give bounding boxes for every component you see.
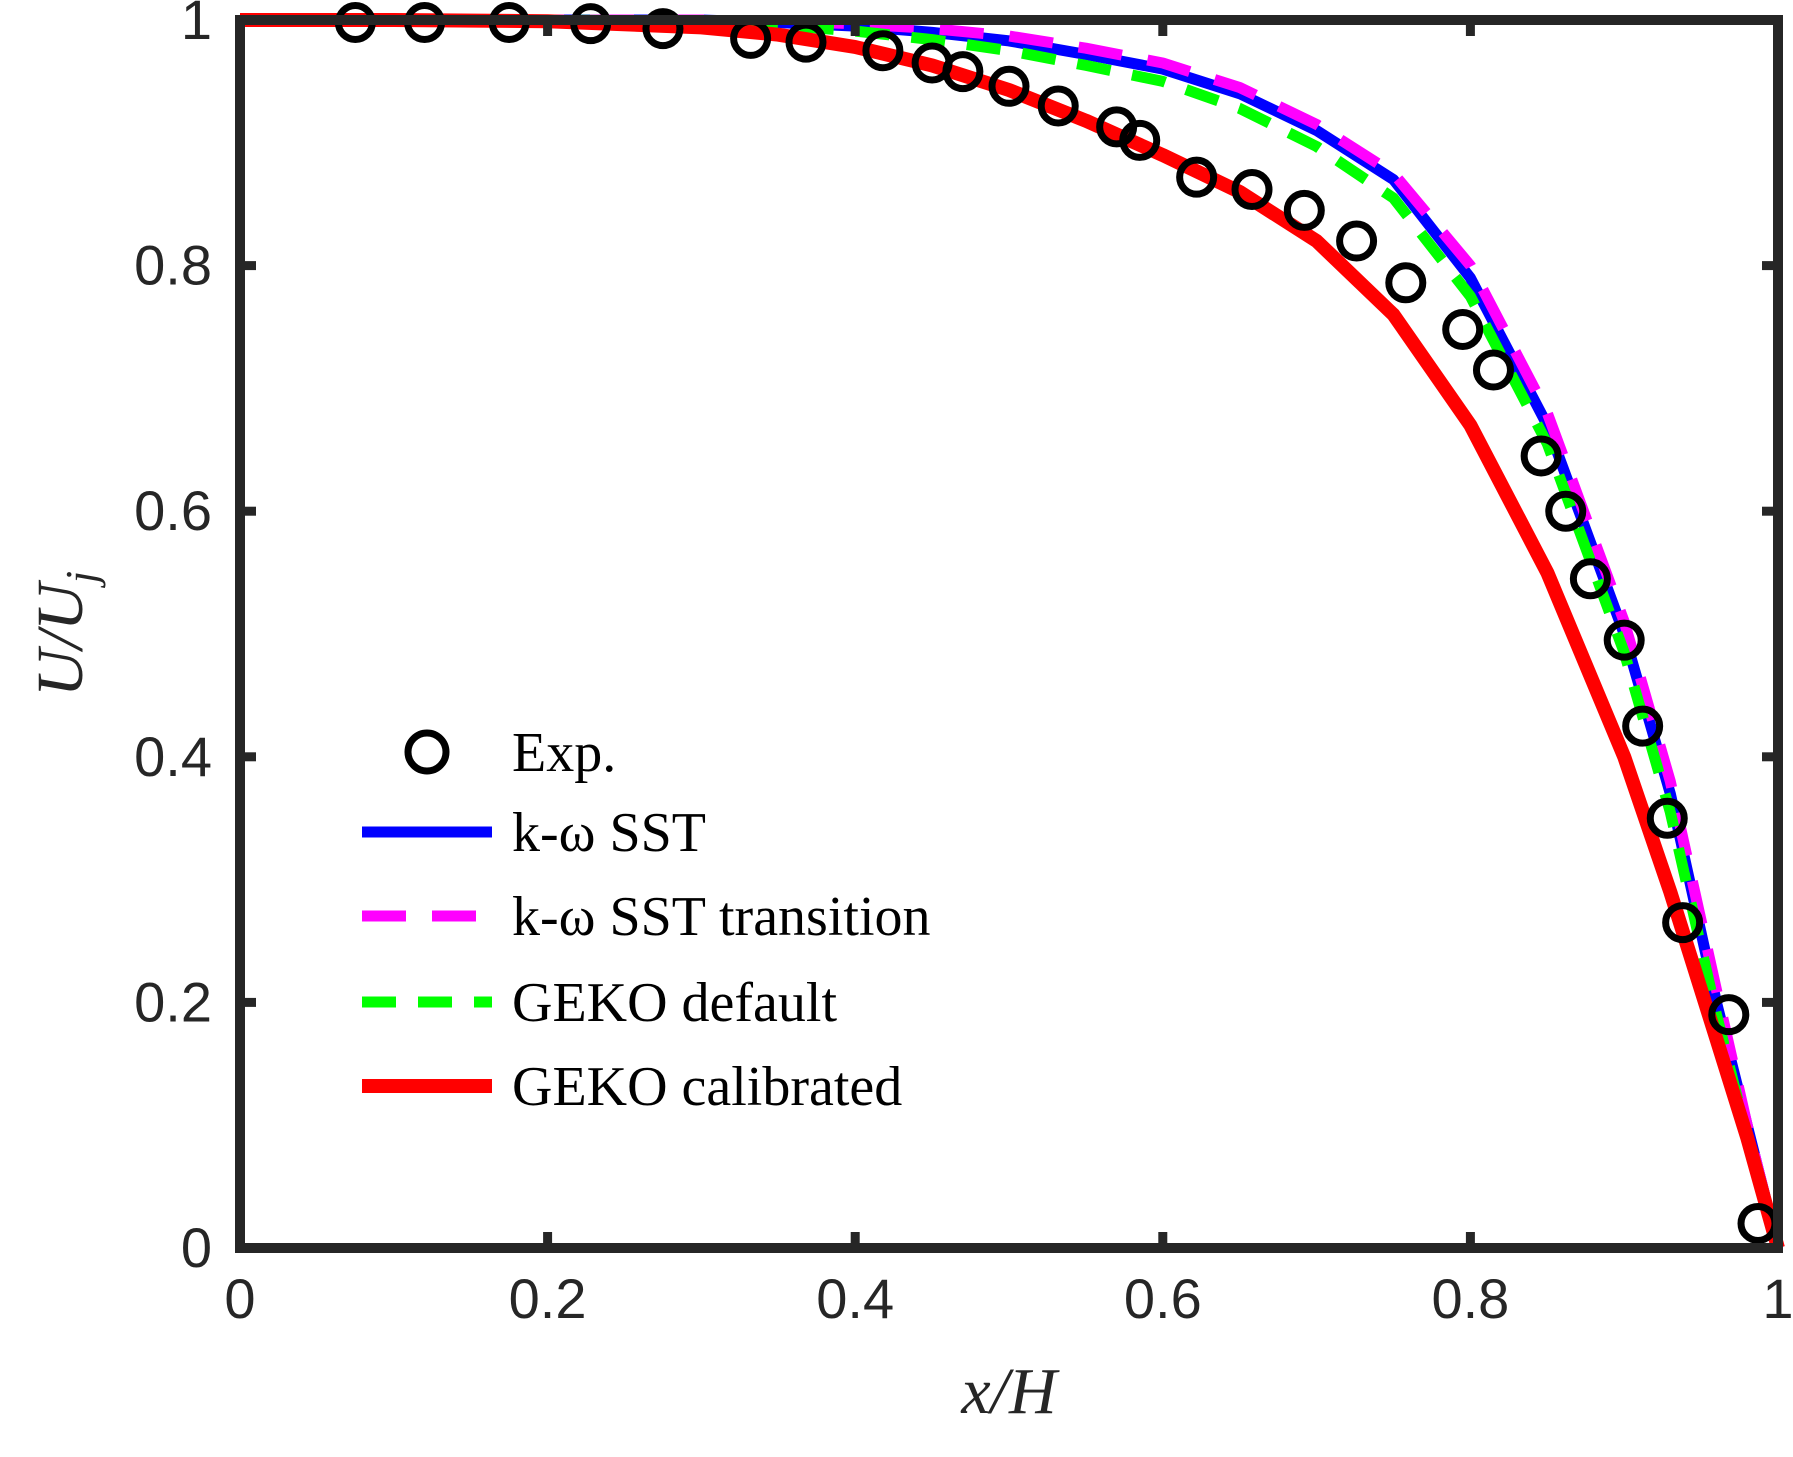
series-path-2 — [240, 14, 1784, 1250]
series-path-4 — [240, 13, 1785, 1250]
legend-swatch-0 — [404, 729, 450, 775]
data-point-9 — [942, 51, 984, 93]
x-tick-label-0: 0 — [224, 1267, 255, 1330]
axes-frame — [235, 15, 1783, 1253]
data-point-28 — [1708, 994, 1750, 1036]
y-tick-label-5: 1 — [181, 0, 212, 51]
series-line-4 — [240, 13, 1785, 1250]
data-point-13 — [1119, 119, 1161, 161]
data-point-24 — [1603, 619, 1645, 661]
data-point-26 — [1646, 797, 1688, 839]
data-point-7 — [862, 30, 904, 72]
data-point-27 — [1662, 902, 1704, 944]
data-point-6 — [785, 21, 827, 63]
data-point-20 — [1472, 349, 1514, 391]
data-point-18 — [1385, 262, 1427, 304]
x-tick-label-2: 0.4 — [816, 1267, 894, 1330]
legend-label-2: k-ω SST transition — [512, 886, 931, 948]
data-point-25 — [1622, 705, 1664, 747]
x-tick-label-3: 0.6 — [1124, 1267, 1202, 1330]
data-point-23 — [1569, 558, 1611, 600]
data-point-4 — [642, 8, 684, 50]
data-point-17 — [1336, 220, 1378, 262]
data-point-19 — [1442, 308, 1484, 350]
legend-entry-4: GEKO calibrated — [362, 1056, 902, 1118]
data-point-11 — [1037, 85, 1079, 127]
legend-entry-3: GEKO default — [362, 972, 837, 1034]
y-tick-label-4: 0.8 — [134, 234, 212, 297]
tick-labels-layer: 0 0.2 0.4 0.6 0.8 1 0 0.2 0.4 0.6 0.8 1 — [134, 0, 1793, 1330]
y-tick-label-0: 0 — [181, 1216, 212, 1279]
legend-entry-0: Exp. — [404, 722, 616, 784]
x-tick-label-4: 0.8 — [1431, 1267, 1509, 1330]
data-point-14 — [1176, 156, 1218, 198]
y-tick-label-1: 0.2 — [134, 970, 212, 1033]
legend-label-1: k-ω SST — [512, 802, 706, 864]
data-point-22 — [1545, 490, 1587, 532]
y-tick-label-2: 0.4 — [134, 725, 212, 788]
legend-entry-2: k-ω SST transition — [362, 886, 931, 948]
legend-label-3: GEKO default — [512, 972, 837, 1034]
data-point-15 — [1231, 168, 1273, 210]
legend-entry-1: k-ω SST — [362, 802, 706, 864]
legend-label-0: Exp. — [512, 722, 616, 784]
data-point-21 — [1520, 435, 1562, 477]
series-line-2 — [240, 14, 1784, 1250]
legend: Exp. k-ω SST k-ω SST transition GEKO defaul… — [362, 722, 931, 1118]
y-axis-label-main: U/U — [24, 579, 97, 697]
plot-area — [240, 20, 1778, 1248]
data-point-10 — [988, 65, 1030, 107]
data-point-16 — [1283, 189, 1325, 231]
x-tick-label-1: 0.2 — [509, 1267, 587, 1330]
y-tick-label-3: 0.6 — [134, 479, 212, 542]
y-axis-label-subscript: j — [57, 571, 106, 588]
x-tick-label-5: 1 — [1762, 1267, 1793, 1330]
y-axis-label: U/Uj — [24, 571, 106, 697]
x-axis-label: x/H — [960, 1355, 1060, 1428]
legend-label-4: GEKO calibrated — [512, 1056, 902, 1118]
